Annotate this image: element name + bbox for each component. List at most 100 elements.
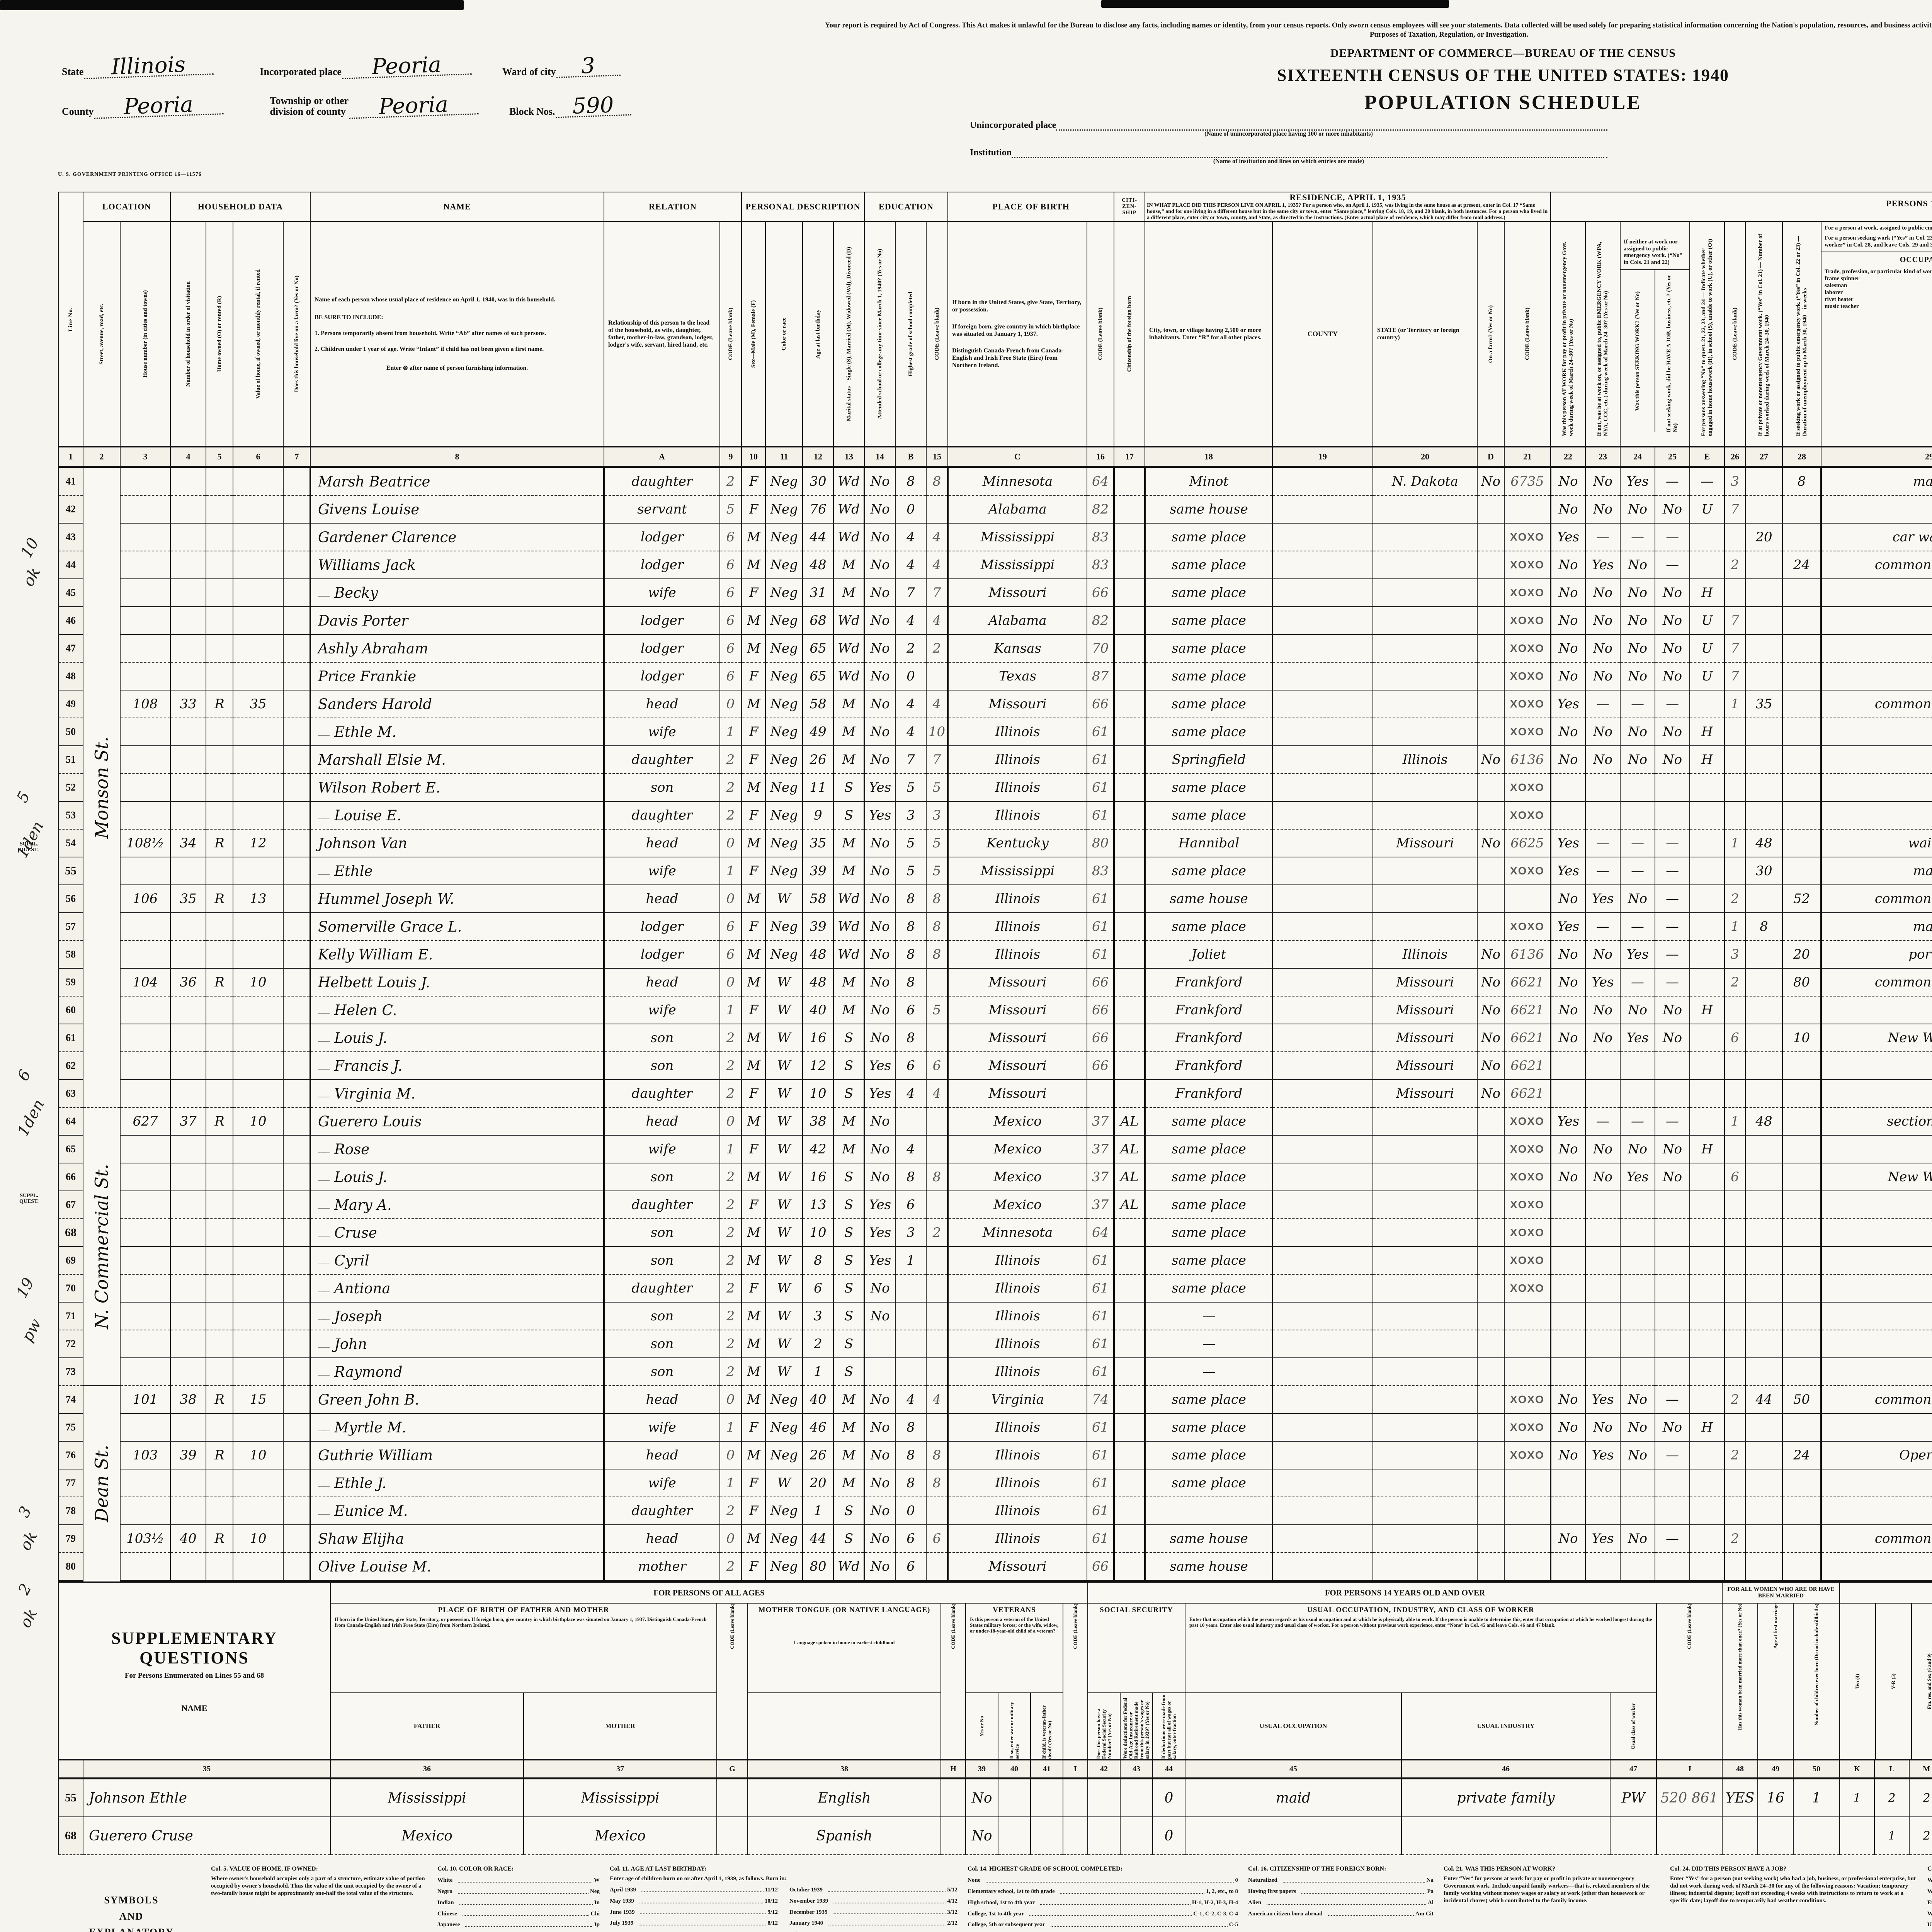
cell-q23: No <box>1620 634 1655 663</box>
supp-value-mother: Mexico <box>595 1828 646 1844</box>
cell-own <box>206 1330 233 1359</box>
cell-gr: 8 <box>895 885 927 913</box>
value-occ: Operator <box>1899 1447 1932 1463</box>
cell-a: 2 <box>719 801 742 830</box>
value-q23: No <box>1628 724 1648 740</box>
cell-q26 <box>1745 1413 1783 1442</box>
cell-occ <box>1820 1247 1932 1275</box>
value-age: 12 <box>810 1058 827 1074</box>
value-d: XOXO <box>1510 1171 1544 1183</box>
seeking-work-group-note: If neither at work nor assigned to publi… <box>1621 236 1689 270</box>
cell-q25 <box>1689 1024 1725 1053</box>
value-sch: No <box>870 529 890 545</box>
line-number-left: 79 <box>58 1525 83 1553</box>
state-value: Illinois <box>83 52 214 80</box>
margin-annotation: 19 <box>13 1275 38 1301</box>
cell-own <box>206 801 233 830</box>
cell-b: 4 <box>926 690 948 719</box>
cell-rfarm: No <box>1477 996 1505 1025</box>
value-rfarm: No <box>1481 835 1501 851</box>
value-gr: 4 <box>906 696 915 712</box>
cell-rel: daughter <box>603 1497 720 1526</box>
value-rel: daughter <box>631 752 693 768</box>
table-row: 74 Dean St. 101 38 R 15 Green John B. head 0 M Neg… <box>58 1386 1932 1582</box>
value-birth: Illinois <box>995 780 1040 796</box>
note-col11: Col. 11. AGE AT LAST BIRTHDAY: Enter age… <box>610 1865 957 1932</box>
value-c: 61 <box>1092 919 1109 935</box>
cell-q22: No <box>1585 662 1621 691</box>
value-q22: No <box>1593 724 1613 740</box>
value-q24: — <box>1666 863 1679 879</box>
value-c: 66 <box>1092 585 1109 601</box>
cell-gr: 5 <box>895 829 927 858</box>
cell-d: XOXO <box>1504 1413 1551 1442</box>
value-q24: — <box>1666 529 1679 545</box>
value-race: Neg <box>770 1503 798 1519</box>
value-rel: head <box>646 891 679 907</box>
cell-own <box>206 774 233 802</box>
value-own: R <box>214 1531 224 1547</box>
cell-name: Kelly William E. <box>310 940 604 969</box>
value-val: 15 <box>250 1392 267 1408</box>
suppl-quest-left-68: SUPPL. QUEST. <box>19 1193 39 1204</box>
value-q24: — <box>1666 696 1679 712</box>
cell-e <box>1724 857 1746 886</box>
value-rel: son <box>650 1364 674 1380</box>
margin-annotation: 1den <box>13 818 48 861</box>
supp-column-number: I <box>1063 1759 1088 1780</box>
value-d: XOXO <box>1510 1449 1544 1461</box>
cell-q22: No <box>1585 1413 1621 1442</box>
value-sex: F <box>749 668 759 684</box>
value-mar: S <box>844 1503 854 1519</box>
value-e: 6 <box>1731 1030 1739 1046</box>
value-gr: 2 <box>906 641 915 656</box>
cell-sch: No <box>864 968 896 997</box>
cell-sch: No <box>864 940 896 969</box>
cell-val <box>233 662 284 691</box>
value-rcity: same house <box>1170 1559 1248 1575</box>
cell-mar: M <box>833 829 865 858</box>
incorporated-label: Incorporated place <box>260 66 342 78</box>
table-row: 68 —— Cruse son 2 M W 10 S Yes 3 2 Minnesota 64 same p… <box>58 1219 1932 1247</box>
cell-b: 5 <box>926 996 948 1025</box>
cell-house: 101 <box>120 1386 171 1414</box>
cell-rcity: same place <box>1144 662 1273 691</box>
value-a: 0 <box>726 835 735 851</box>
value-mar: M <box>842 863 855 879</box>
value-d: XOXO <box>1510 531 1544 543</box>
cell-rcity: same place <box>1144 1191 1273 1219</box>
value-e: 2 <box>1731 891 1739 907</box>
value-own: R <box>214 891 224 907</box>
cell-q23 <box>1620 801 1655 830</box>
value-hh: 38 <box>180 1392 197 1408</box>
cell-val: 35 <box>233 690 284 719</box>
margin-annotation: 3 <box>15 1503 36 1521</box>
cell-hh <box>170 1413 206 1442</box>
cell-rel: mother <box>603 1553 720 1582</box>
value-rcity: Hannibal <box>1178 835 1240 851</box>
value-gr: 4 <box>906 613 915 629</box>
table-row: 52 Wilson Robert E. son 2 M Neg 11 S Yes 5 5 Illino… <box>58 774 1932 802</box>
value-race: W <box>777 975 791 990</box>
cell-hh <box>170 662 206 691</box>
cell-c: 66 <box>1087 1052 1114 1080</box>
supp-social-security-group: SOCIAL SECURITY <box>1087 1603 1185 1694</box>
cell-race: Neg <box>765 690 803 719</box>
cell-rstate <box>1372 579 1478 607</box>
cell-cit <box>1113 1441 1145 1470</box>
cell-rel: head <box>603 690 720 719</box>
value-age: 10 <box>810 1086 827 1102</box>
cell-q21: No <box>1550 996 1586 1025</box>
cell-rstate: Missouri <box>1372 996 1478 1025</box>
value-occ: porter <box>1908 947 1932 963</box>
cell-rcounty <box>1272 1469 1373 1498</box>
cell-f6 <box>283 774 311 802</box>
cell-age: 48 <box>802 551 834 580</box>
cell-rstate <box>1372 1330 1478 1359</box>
value-birth: Missouri <box>988 975 1047 990</box>
cell-q25 <box>1689 1358 1725 1386</box>
cell-e <box>1724 718 1746 747</box>
cell-hh <box>170 1024 206 1053</box>
cell-q23: — <box>1620 913 1655 941</box>
value-age: 49 <box>810 724 827 740</box>
